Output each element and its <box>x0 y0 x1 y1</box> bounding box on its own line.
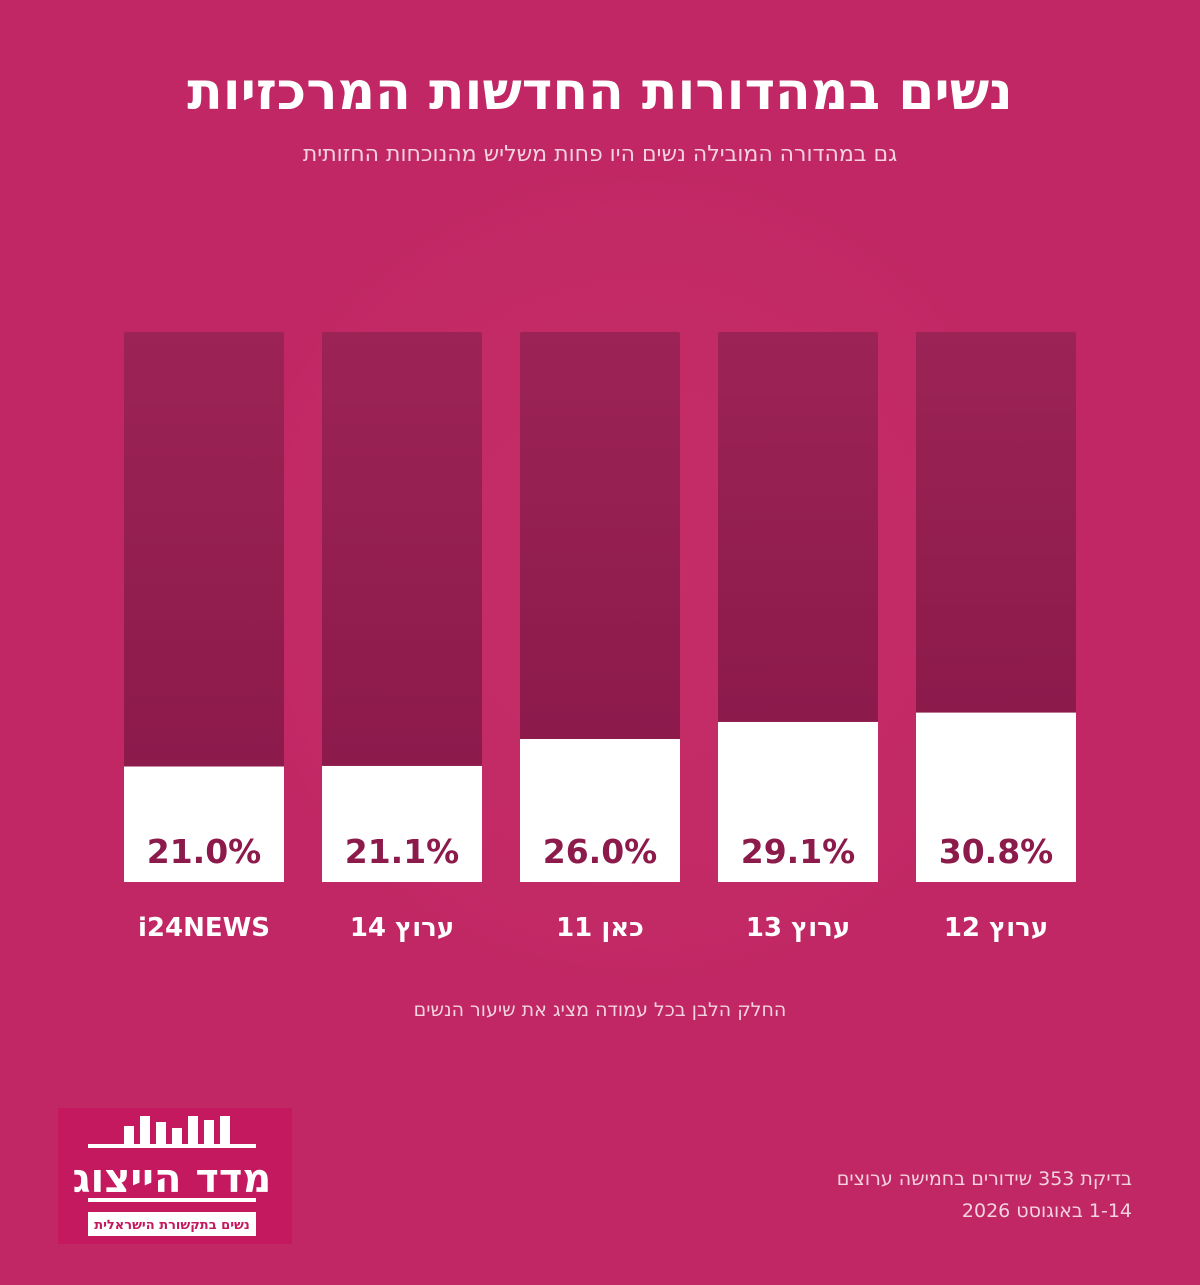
bar-value-label: 29.1% <box>741 832 856 871</box>
logo-tagline: נשים בתקשורת הישראלית <box>94 1218 250 1233</box>
category-label: ערוץ 14 <box>350 913 454 943</box>
brand-logo: מדד הייצוג נשים בתקשורת הישראלית <box>58 1108 292 1244</box>
source-line-sample: בדיקת 353 שידורים בחמישה ערוצים <box>836 1168 1132 1190</box>
bar-value-label: 30.8% <box>939 832 1054 871</box>
bar-remainder <box>124 332 284 768</box>
category-label: כאן 11 <box>556 913 644 943</box>
logo-name: מדד הייצוג <box>73 1156 272 1202</box>
category-label: ערוץ 13 <box>746 913 850 943</box>
page-title: נשים במהדורות החדשות המרכזיות <box>187 62 1013 122</box>
bar-remainder <box>916 332 1076 714</box>
chart-caption: החלק הלבן בכל עמודה מציג את שיעור הנשים <box>413 999 787 1021</box>
logo-bars-icon: מדד הייצוג נשים בתקשורת הישראלית <box>73 1116 272 1236</box>
page-subtitle: גם במהדורה המובילה נשים היו פחות משליש מ… <box>302 142 898 167</box>
bar-remainder <box>718 332 878 723</box>
bar-value-label: 21.0% <box>147 832 262 871</box>
bar-women-share <box>916 712 1076 882</box>
bar-remainder <box>520 332 680 740</box>
bar-remainder <box>322 332 482 767</box>
source-note: בדיקת 353 שידורים בחמישה ערוצים 1-14 באו… <box>837 1163 1132 1227</box>
bar-women-share <box>322 765 482 882</box>
category-label: i24NEWS <box>138 913 270 943</box>
category-label: ערוץ 12 <box>944 913 1048 943</box>
bar-women-share <box>520 739 680 882</box>
bar-value-label: 21.1% <box>345 832 460 871</box>
bar-value-label: 26.0% <box>543 832 658 871</box>
bar-women-share <box>124 766 284 882</box>
bar-women-share <box>718 721 878 882</box>
source-line-dates: 1-14 באוגוסט 2026 <box>961 1200 1132 1222</box>
